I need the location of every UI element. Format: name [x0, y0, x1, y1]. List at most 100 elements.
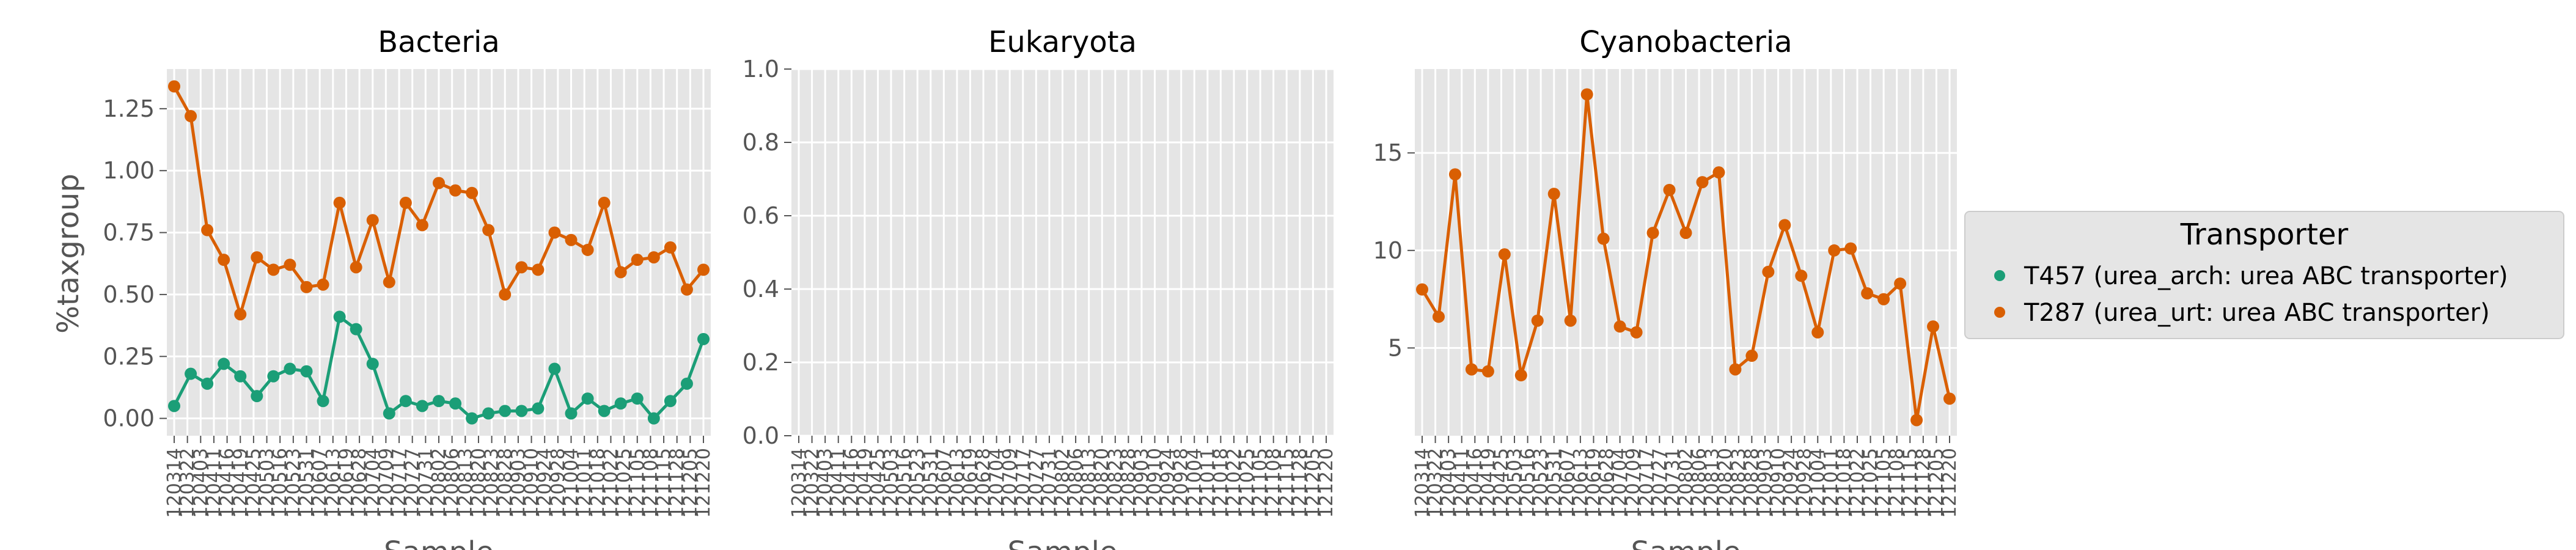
x-tick-label: 120802: [1052, 448, 1074, 518]
data-point-t287: [697, 263, 710, 276]
data-point-t287: [1778, 219, 1791, 232]
x-tick-label: 120823: [1728, 448, 1750, 518]
data-point-t287: [1679, 227, 1692, 240]
data-point-t457: [449, 397, 462, 410]
data-point-t457: [267, 370, 280, 383]
x-tick-label: 120619: [336, 448, 357, 518]
x-tick-label: 120903: [1755, 448, 1776, 518]
x-tick-label: 120820: [1715, 448, 1736, 518]
data-point-t287: [466, 186, 479, 199]
data-point-t287: [1844, 242, 1857, 255]
x-tick-label: 120419: [854, 448, 876, 518]
data-point-t287: [1498, 248, 1511, 261]
x-tick-label: 120607: [933, 448, 955, 518]
y-tick-label: 1.25: [103, 95, 155, 122]
data-point-t457: [565, 407, 578, 420]
data-point-t457: [664, 395, 677, 408]
x-tick-label: 120717: [1636, 448, 1657, 518]
data-point-t287: [433, 177, 445, 189]
x-tick-label: 121108: [1887, 448, 1908, 518]
x-tick-label: 120806: [1689, 448, 1710, 518]
x-tick-label: 120924: [534, 448, 556, 518]
y-tick-label: 0.4: [743, 276, 779, 302]
x-tick-label: 120704: [362, 448, 384, 518]
data-point-t457: [631, 392, 644, 405]
x-axis-label: Sample: [1631, 535, 1741, 550]
x-tick-label: 120828: [1741, 448, 1763, 518]
data-point-t287: [680, 283, 693, 296]
y-tick-label: 0.0: [743, 422, 779, 449]
x-tick-label: 120727: [1026, 448, 1047, 518]
x-tick-label: 121004: [1184, 448, 1205, 518]
legend-label-t457: T457 (urea_arch: urea ABC transporter): [2024, 262, 2508, 290]
x-tick-label: 121025: [1237, 448, 1258, 518]
x-tick-label: 120813: [1702, 448, 1723, 518]
data-point-t287: [1514, 369, 1527, 382]
x-tick-label: 121025: [1860, 448, 1882, 518]
data-point-t287: [201, 224, 214, 237]
x-tick-label: 121115: [653, 448, 675, 518]
x-tick-label: 121205: [1302, 448, 1324, 518]
panel-title-bacteria: Bacteria: [378, 25, 500, 59]
x-tick-label: 120709: [999, 448, 1021, 518]
data-point-t287: [1465, 363, 1478, 376]
x-tick-label: 121025: [614, 448, 635, 518]
data-point-t287: [350, 261, 362, 274]
x-tick-label: 121128: [1290, 448, 1311, 518]
x-tick-label: 121220: [693, 448, 714, 518]
data-point-t287: [631, 254, 644, 266]
data-point-t457: [499, 405, 512, 417]
x-tick-label: 121108: [1263, 448, 1285, 518]
data-point-t457: [366, 358, 379, 370]
x-tick-label: 121022: [600, 448, 622, 518]
x-tick-label: 120823: [1105, 448, 1126, 518]
x-tick-label: 121220: [1316, 448, 1337, 518]
data-point-t457: [350, 323, 362, 336]
data-point-t287: [1861, 287, 1874, 300]
y-tick-label: 1.00: [103, 157, 155, 184]
x-tick-label: 120709: [375, 448, 397, 518]
x-tick-label: 120709: [1623, 448, 1644, 518]
x-tick-label: 120322: [177, 448, 199, 518]
data-point-t287: [1663, 183, 1676, 196]
data-point-t287: [1795, 270, 1808, 282]
x-tick-label: 120628: [973, 448, 994, 518]
data-point-t457: [300, 365, 313, 378]
data-point-t457: [697, 332, 710, 345]
x-tick-label: 120717: [389, 448, 410, 518]
data-point-t287: [1597, 232, 1610, 245]
x-tick-label: 121115: [1276, 448, 1297, 518]
legend-marker-t287: [1994, 307, 2005, 318]
data-point-t287: [1894, 277, 1907, 290]
data-point-t287: [1877, 293, 1890, 306]
x-tick-label: 120531: [920, 448, 942, 518]
x-tick-label: 120607: [1557, 448, 1578, 518]
data-point-t287: [664, 241, 677, 254]
y-tick-label: 0.8: [743, 129, 779, 156]
x-tick-label: 121128: [667, 448, 688, 518]
data-point-t457: [317, 395, 329, 408]
x-tick-label: 120523: [907, 448, 928, 518]
y-tick-label: 1.0: [743, 56, 779, 82]
data-point-t287: [1416, 283, 1428, 296]
x-tick-label: 121128: [1913, 448, 1934, 518]
x-tick-label: 120403: [815, 448, 836, 518]
data-point-t287: [598, 196, 611, 209]
data-point-t287: [1745, 350, 1758, 362]
x-tick-label: 120613: [1570, 448, 1591, 518]
x-tick-label: 120802: [1676, 448, 1697, 518]
x-tick-label: 121115: [1899, 448, 1921, 518]
x-axis-label: Sample: [384, 535, 494, 550]
x-tick-label: 120416: [1464, 448, 1486, 518]
data-point-t287: [499, 288, 512, 301]
data-point-t287: [515, 261, 528, 274]
data-point-t287: [548, 226, 561, 239]
x-tick-label: 121205: [680, 448, 701, 518]
x-tick-label: 120314: [788, 448, 810, 518]
x-tick-label: 120607: [309, 448, 331, 518]
x-tick-label: 120828: [1118, 448, 1139, 518]
x-tick-label: 120503: [1504, 448, 1525, 518]
data-point-t287: [317, 278, 329, 291]
data-point-t457: [647, 412, 660, 425]
x-tick-label: 120613: [947, 448, 968, 518]
